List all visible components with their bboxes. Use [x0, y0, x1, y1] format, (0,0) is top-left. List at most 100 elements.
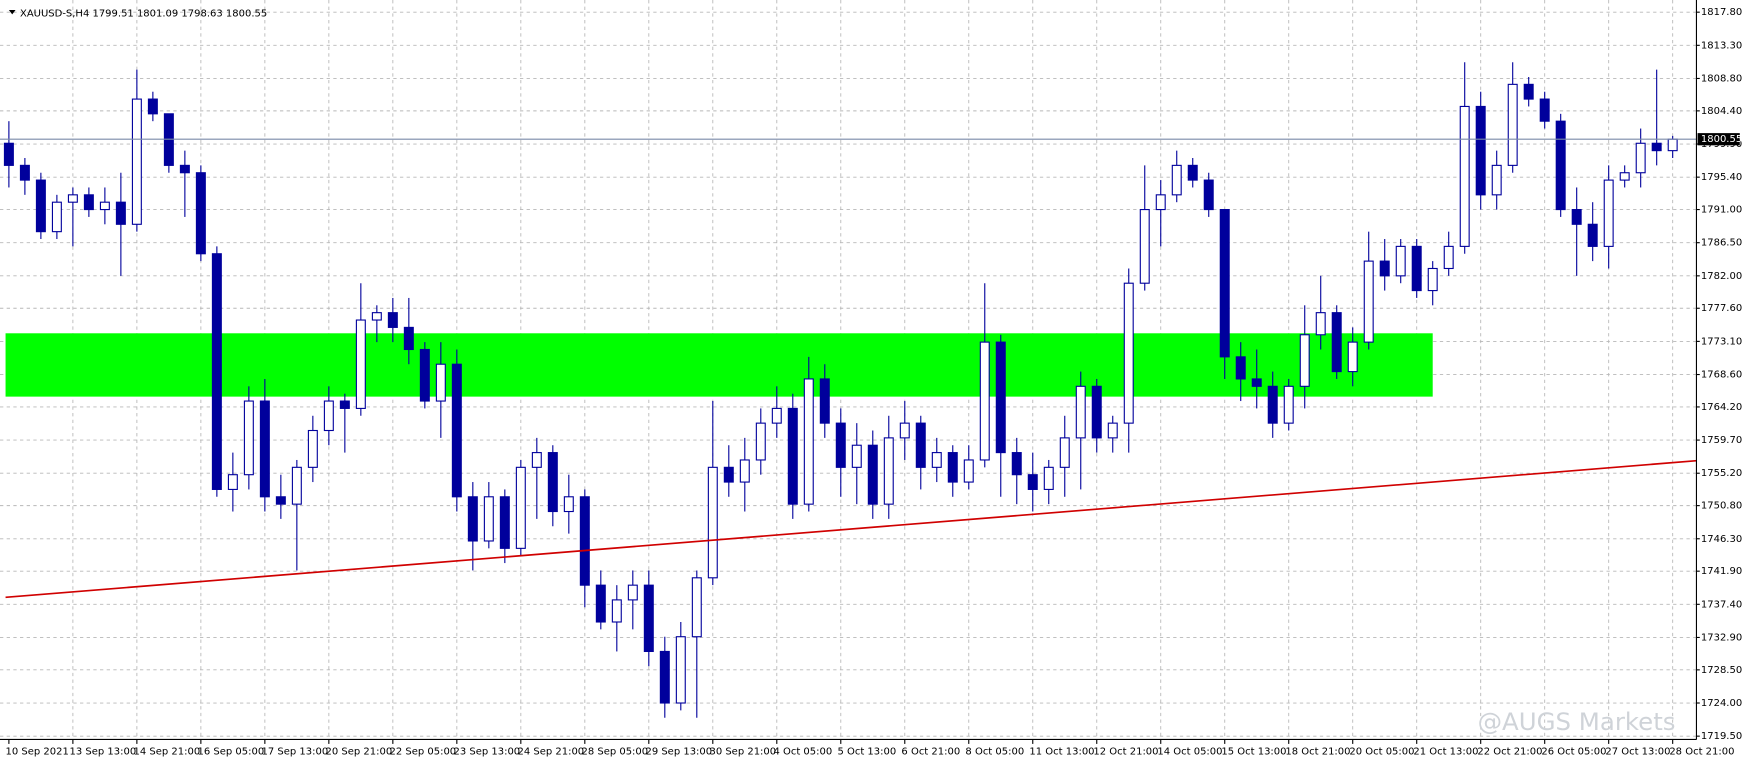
y-tick-label: 1804.40	[1701, 106, 1742, 117]
y-tick-label: 1768.60	[1701, 370, 1742, 381]
watermark: @AUGS Markets	[1478, 707, 1676, 736]
candle-body	[1363, 260, 1374, 343]
y-tick-label: 1808.80	[1701, 73, 1742, 84]
candle-body	[1059, 437, 1070, 468]
candle-body	[83, 194, 94, 211]
candle-body	[403, 326, 414, 351]
candle-body	[275, 496, 286, 505]
candle-body	[931, 452, 942, 468]
candle-body	[1459, 105, 1470, 247]
menu-arrow[interactable]	[8, 9, 16, 15]
x-tick-label: 8 Oct 05:00	[965, 747, 1024, 758]
x-tick-label: 22 Oct 21:00	[1477, 747, 1542, 758]
candle-body	[691, 577, 702, 638]
candle-body	[1667, 138, 1678, 152]
candle-body	[1267, 385, 1278, 424]
candle-body	[1315, 312, 1326, 336]
candle-body	[1587, 223, 1598, 247]
x-tick-label: 12 Oct 21:00	[1093, 747, 1158, 758]
candle-body	[1491, 164, 1502, 196]
candle-body	[707, 466, 718, 579]
y-tick-label: 1777.60	[1701, 303, 1742, 314]
candle-body	[1571, 209, 1582, 225]
candle-body	[467, 496, 478, 542]
candle-body	[483, 496, 494, 542]
support-zone	[5, 333, 1433, 397]
candle-body	[579, 496, 590, 586]
candle-body	[435, 363, 446, 402]
candle-body	[947, 452, 958, 483]
x-tick-label: 21 Oct 13:00	[1413, 747, 1478, 758]
candle-body	[1299, 334, 1310, 387]
y-tick-label: 1750.80	[1701, 501, 1742, 512]
x-tick-label: 15 Oct 13:00	[1221, 747, 1286, 758]
x-tick-label: 27 Oct 13:00	[1605, 747, 1670, 758]
chart-title: XAUUSD-S,H4 1799.51 1801.09 1798.63 1800…	[20, 8, 267, 19]
x-tick-label: 10 Sep 2021	[6, 747, 69, 758]
candle-body	[1635, 142, 1646, 174]
current-price-label: 1800.55	[1701, 134, 1742, 145]
candle-body	[1075, 385, 1086, 439]
y-tick-label: 1732.90	[1701, 632, 1742, 643]
marks	[0, 62, 1697, 718]
candle-body	[515, 466, 526, 549]
y-tick-label: 1737.40	[1701, 599, 1742, 610]
candle-body	[1123, 282, 1134, 424]
x-tick-label: 14 Sep 21:00	[134, 747, 201, 758]
candle-body	[1283, 385, 1294, 424]
candle-body	[147, 98, 158, 115]
y-tick-label: 1786.50	[1701, 238, 1742, 249]
x-tick-label: 23 Sep 13:00	[453, 747, 520, 758]
candle-body	[1235, 356, 1246, 380]
candle-body	[595, 584, 606, 623]
candle-body	[227, 474, 238, 490]
candle-body	[1043, 466, 1054, 490]
y-tick-label: 1773.10	[1701, 336, 1742, 347]
candle-body	[787, 407, 798, 505]
candle-body	[1539, 98, 1550, 122]
candle-body	[1555, 120, 1566, 211]
x-tick-label: 18 Oct 21:00	[1285, 747, 1350, 758]
candle-body	[387, 312, 398, 328]
y-tick-label: 1759.70	[1701, 435, 1742, 446]
candle-body	[499, 496, 510, 549]
x-tick-label: 5 Oct 13:00	[837, 747, 896, 758]
labels: 1817.801813.301808.801804.401799.901795.…	[6, 7, 1742, 757]
candle-body	[355, 319, 366, 409]
candle-body	[339, 400, 350, 409]
y-tick-label: 1746.30	[1701, 534, 1742, 545]
candle-body	[899, 422, 910, 439]
candle-body	[723, 466, 734, 483]
candle-body	[1523, 83, 1534, 100]
x-tick-label: 14 Oct 05:00	[1157, 747, 1222, 758]
y-tick-label: 1741.90	[1701, 566, 1742, 577]
candle-body	[1011, 452, 1022, 476]
candle-body	[1411, 245, 1422, 292]
candle-body	[195, 172, 206, 255]
candle-body	[531, 452, 542, 468]
candle-body	[1139, 209, 1150, 284]
y-tick-label: 1764.20	[1701, 402, 1742, 413]
y-tick-label: 1719.50	[1701, 731, 1742, 742]
candle-body	[1203, 179, 1214, 211]
candle-body	[1251, 378, 1262, 387]
candle-body	[867, 444, 878, 505]
x-tick-label: 4 Oct 05:00	[773, 747, 832, 758]
current-price-box	[1697, 133, 1740, 146]
trendline	[5, 459, 1697, 599]
candle-body	[307, 429, 318, 468]
candle-body	[179, 164, 190, 174]
x-tick-label: 28 Sep 05:00	[581, 747, 648, 758]
candle-body	[627, 584, 638, 601]
candle-body	[963, 459, 974, 483]
candle-body	[883, 437, 894, 505]
x-tick-label: 17 Sep 13:00	[262, 747, 329, 758]
candle-body	[979, 341, 990, 461]
y-tick-label: 1724.00	[1701, 698, 1742, 709]
x-tick-label: 22 Sep 05:00	[390, 747, 457, 758]
candle-body	[739, 459, 750, 483]
candle-body	[99, 201, 110, 211]
x-tick-label: 26 Oct 05:00	[1541, 747, 1606, 758]
candle-body	[915, 422, 926, 468]
